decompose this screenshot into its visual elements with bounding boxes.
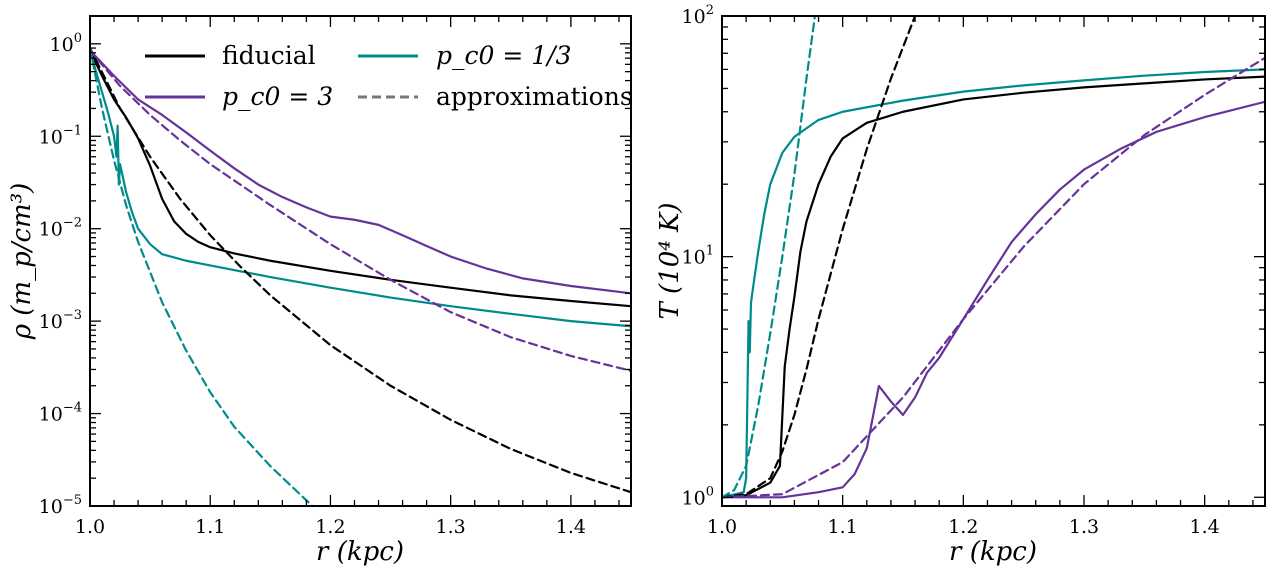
legend-label-approximations: approximations <box>436 82 633 111</box>
right-y-tick-label: 100 <box>682 484 714 509</box>
left-y-tick-labels: 10−5 10−4 10−3 10−2 10−1 100 <box>39 31 82 518</box>
left-x-tick-label: 1.2 <box>315 516 345 538</box>
right-y-tick-labels: 100 101 102 <box>682 3 714 509</box>
left-y-tick-label: 10−5 <box>39 493 82 518</box>
left-y-tick-label: 10−2 <box>39 216 82 241</box>
right-x-tick-label: 1.4 <box>1190 516 1220 538</box>
left-series-p-c0-3 <box>90 49 631 295</box>
right-y-axis-label: T (10⁴ K) <box>655 202 685 319</box>
left-series-p-c0-3-approximation <box>90 49 631 372</box>
legend-label-pc0-third: p_c0 = 1/3 <box>436 41 572 70</box>
right-panel: 1.0 1.1 1.2 1.3 1.4 100 101 102 r (kpc) T (10⁴… <box>655 3 1266 567</box>
left-x-tick-label: 1.1 <box>195 516 225 538</box>
right-series-fiducial-approximation <box>722 16 917 499</box>
legend-label-pc0-3: p_c0 = 3 <box>222 82 333 111</box>
left-series-fiducial-approximation <box>90 46 631 494</box>
right-series-p-c0-1-3 <box>722 68 1265 499</box>
left-y-tick-label: 100 <box>50 31 82 56</box>
left-panel: 1.0 1.1 1.2 1.3 1.4 10−510−410−310−210−1100 … <box>7 15 633 567</box>
right-series-p-c0-3-approximation <box>722 56 1265 499</box>
left-plot-frame <box>89 15 632 507</box>
right-y-tick-label: 102 <box>682 3 714 28</box>
right-plot-frame <box>721 15 1266 507</box>
right-series-group <box>722 16 1265 499</box>
right-series-fiducial <box>722 75 1265 499</box>
left-x-tick-label: 1.3 <box>436 516 466 538</box>
right-x-tick-label: 1.3 <box>1069 516 1099 538</box>
right-x-tick-label: 1.0 <box>707 516 737 538</box>
right-series-p-c0-3 <box>722 100 1265 499</box>
left-y-tick-label: 10−3 <box>39 308 82 333</box>
left-x-tick-label: 1.4 <box>556 516 586 538</box>
left-y-tick-label: 10−4 <box>39 401 82 426</box>
left-series-p-c0-1-3 <box>90 49 631 328</box>
left-x-axis-label: r (kpc) <box>316 537 404 567</box>
legend: fiducial p_c0 = 3 p_c0 = 1/3 approximati… <box>145 41 633 111</box>
right-ticks <box>721 15 1265 506</box>
right-y-tick-label: 101 <box>682 244 714 269</box>
legend-label-fiducial: fiducial <box>222 41 316 70</box>
right-x-tick-label: 1.1 <box>828 516 858 538</box>
left-y-axis-label: ρ (m_p/cm³) <box>7 183 37 341</box>
right-series-p-c0-1-3-approximation <box>722 16 817 499</box>
left-x-tick-label: 1.0 <box>75 516 105 538</box>
left-y-tick-label: 10−1 <box>39 123 82 148</box>
left-series-p-c0-1-3-approximation <box>90 46 314 506</box>
left-series-group <box>90 46 631 506</box>
left-x-tick-labels: 1.0 1.1 1.2 1.3 1.4 <box>75 516 586 538</box>
right-x-tick-label: 1.2 <box>948 516 978 538</box>
right-x-tick-labels: 1.0 1.1 1.2 1.3 1.4 <box>707 516 1220 538</box>
right-x-axis-label: r (kpc) <box>949 537 1037 567</box>
